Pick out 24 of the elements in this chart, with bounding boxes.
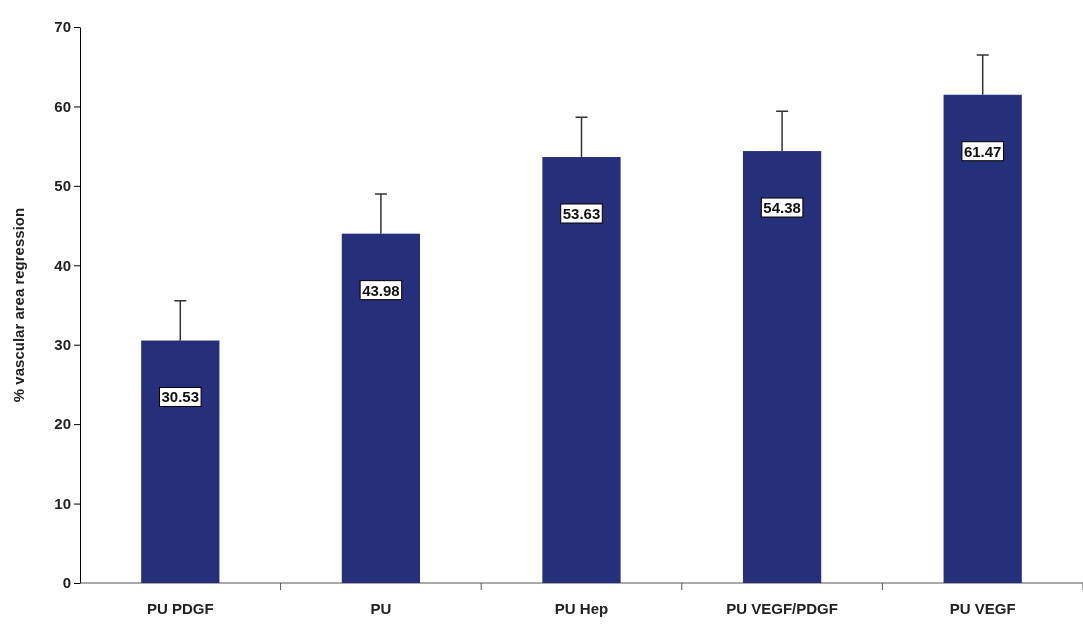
bar bbox=[542, 157, 621, 583]
data-label: 61.47 bbox=[963, 142, 1002, 160]
y-tick-label: 60 bbox=[54, 97, 71, 115]
y-axis-title: % vascular area regression bbox=[10, 207, 27, 403]
x-tick-label: PU Hep bbox=[554, 600, 609, 617]
y-tick-label: 20 bbox=[54, 415, 71, 433]
bar bbox=[943, 94, 1022, 583]
y-tick-label: 50 bbox=[54, 177, 71, 195]
data-label: 43.98 bbox=[362, 281, 400, 299]
bar bbox=[742, 151, 822, 583]
bar bbox=[341, 233, 421, 583]
data-label: 30.53 bbox=[161, 388, 200, 406]
bar bbox=[141, 340, 220, 583]
x-tick-label: PU VEGF/PDGF bbox=[726, 600, 838, 617]
y-tick-label: 0 bbox=[62, 574, 71, 592]
y-tick-label: 10 bbox=[54, 494, 71, 512]
data-label: 53.63 bbox=[562, 204, 601, 222]
x-tick-label: PU VEGF bbox=[949, 600, 1016, 617]
y-tick-label: 70 bbox=[54, 18, 71, 36]
x-tick-label: PU PDGF bbox=[146, 600, 214, 617]
y-tick-label: 30 bbox=[54, 336, 71, 354]
y-tick-label: 40 bbox=[54, 256, 71, 274]
x-tick-label: PU bbox=[370, 600, 392, 617]
data-label: 54.38 bbox=[763, 199, 801, 217]
